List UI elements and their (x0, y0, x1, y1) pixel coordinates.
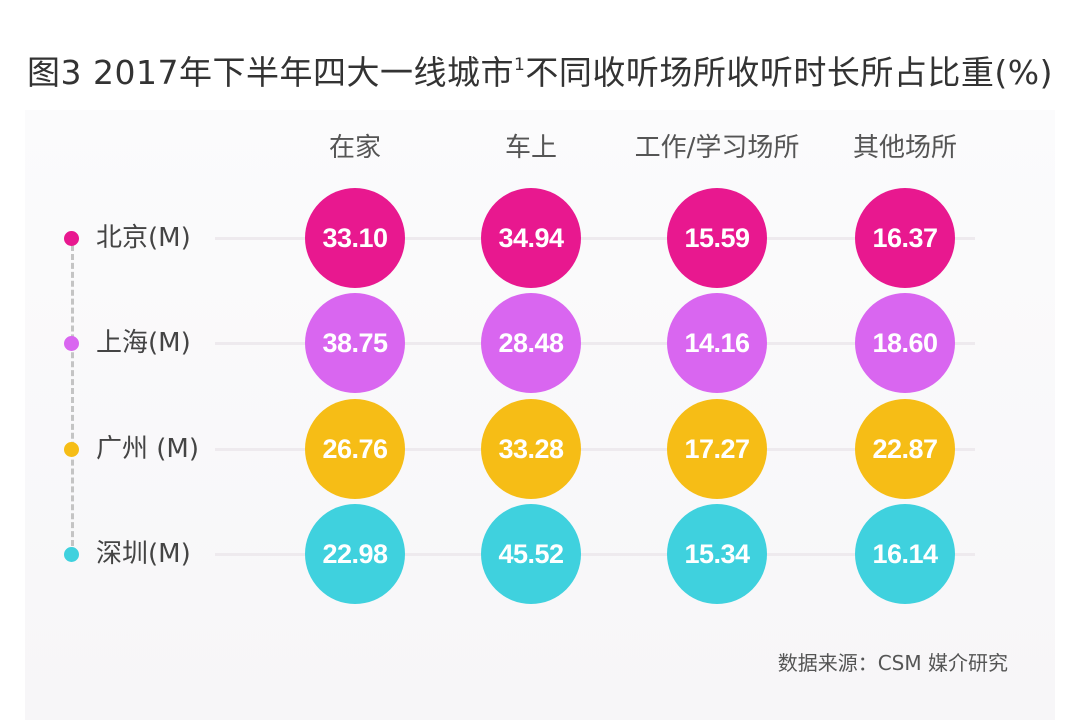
value-label: 34.94 (498, 222, 564, 253)
value-label: 15.59 (684, 222, 750, 253)
value-label: 16.37 (872, 222, 938, 253)
value-label: 33.28 (498, 433, 564, 464)
row-label: 上海(M) (96, 328, 191, 358)
value-bubble: 34.94 (481, 188, 581, 288)
value-bubble: 38.75 (305, 293, 405, 393)
title-rest: 不同收听场所收听时长所占比重(%) (525, 53, 1053, 92)
value-bubble: 33.28 (481, 399, 581, 499)
value-label: 38.75 (322, 327, 388, 358)
value-label: 26.76 (322, 433, 388, 464)
value-label: 22.98 (322, 538, 388, 569)
value-bubble: 18.60 (855, 293, 955, 393)
row-marker-dot (64, 442, 79, 457)
row-label: 广州 (M) (96, 434, 199, 464)
value-bubble: 33.10 (305, 188, 405, 288)
row-connector-dashed-line (71, 245, 74, 555)
value-bubble: 15.59 (667, 188, 767, 288)
value-bubble: 17.27 (667, 399, 767, 499)
column-header: 其他场所 (852, 133, 958, 163)
value-label: 16.14 (872, 538, 938, 569)
value-label: 15.34 (684, 538, 750, 569)
source-note: 数据来源：CSM 媒介研究 (777, 651, 1008, 675)
column-header: 在家 (328, 133, 382, 163)
value-bubble: 28.48 (481, 293, 581, 393)
row-marker-dot (64, 231, 79, 246)
column-header: 车上 (504, 133, 558, 163)
value-label: 45.52 (498, 538, 564, 569)
row-marker-dot (64, 547, 79, 562)
value-bubble: 15.34 (667, 504, 767, 604)
value-bubble: 22.98 (305, 504, 405, 604)
row-marker-dot (64, 336, 79, 351)
row-guide-line (215, 237, 975, 240)
value-bubble: 16.37 (855, 188, 955, 288)
value-label: 17.27 (684, 433, 750, 464)
title-footnote-mark: 1 (514, 55, 526, 75)
value-label: 22.87 (872, 433, 938, 464)
value-bubble: 26.76 (305, 399, 405, 499)
row-guide-line (215, 553, 975, 556)
chart-title: 图3 2017年下半年四大一线城市1不同收听场所收听时长所占比重(%) (0, 46, 1080, 94)
value-label: 14.16 (684, 327, 750, 358)
value-label: 18.60 (872, 327, 938, 358)
value-bubble: 14.16 (667, 293, 767, 393)
value-bubble: 16.14 (855, 504, 955, 604)
row-label: 北京(M) (96, 223, 191, 253)
value-label: 28.48 (498, 327, 564, 358)
column-header: 工作/学习场所 (634, 133, 800, 163)
title-main: 图3 2017年下半年四大一线城市 (27, 53, 515, 92)
row-guide-line (215, 448, 975, 451)
value-label: 33.10 (322, 222, 388, 253)
value-bubble: 45.52 (481, 504, 581, 604)
row-guide-line (215, 342, 975, 345)
row-label: 深圳(M) (96, 539, 191, 569)
value-bubble: 22.87 (855, 399, 955, 499)
